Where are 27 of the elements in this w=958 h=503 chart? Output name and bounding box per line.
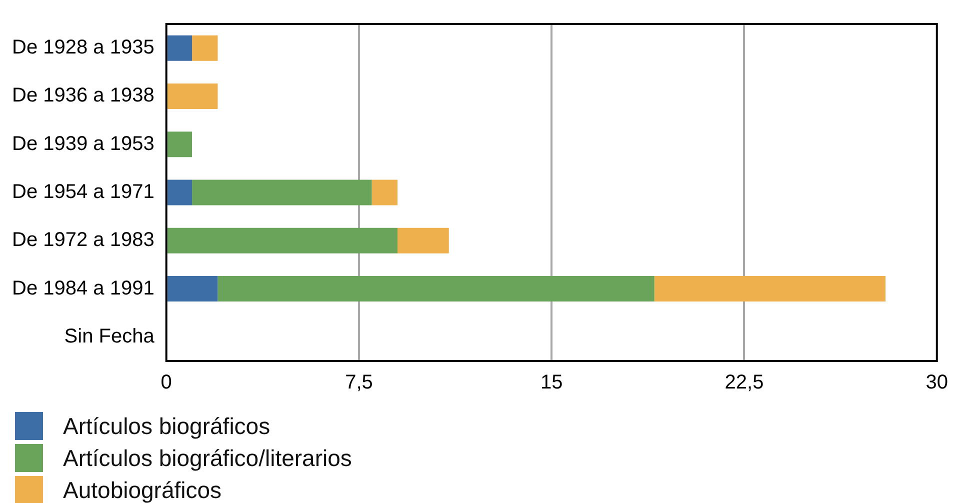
x-tick-label: 7,5 (345, 372, 373, 394)
x-tick-label: 30 (926, 372, 948, 394)
bar (167, 132, 192, 158)
legend-label: Artículos biográfico/literarios (63, 444, 352, 472)
y-tick-label: De 1936 a 1938 (12, 84, 154, 107)
bar (218, 276, 654, 302)
y-tick-label: De 1984 a 1991 (12, 277, 154, 300)
y-tick-label: De 1939 a 1953 (12, 132, 154, 155)
bar (167, 276, 218, 302)
y-tick-label: De 1928 a 1935 (12, 36, 154, 59)
legend-label: Autobiográficos (63, 476, 222, 503)
bar (167, 83, 218, 109)
legend-label: Artículos biográficos (63, 412, 270, 440)
bar (372, 180, 398, 206)
y-tick-label: De 1972 a 1983 (12, 229, 154, 252)
bar (167, 228, 398, 254)
bar (167, 180, 192, 206)
bar (167, 35, 192, 61)
bar (192, 180, 372, 206)
x-tick-label: 22,5 (724, 372, 764, 394)
y-tick-label: De 1954 a 1971 (12, 181, 154, 204)
bar (192, 35, 218, 61)
bar (398, 228, 449, 254)
x-tick-label: 15 (540, 372, 563, 394)
y-tick-label: Sin Fecha (64, 325, 156, 348)
x-tick-label: 0 (160, 372, 172, 394)
bar (654, 276, 886, 302)
